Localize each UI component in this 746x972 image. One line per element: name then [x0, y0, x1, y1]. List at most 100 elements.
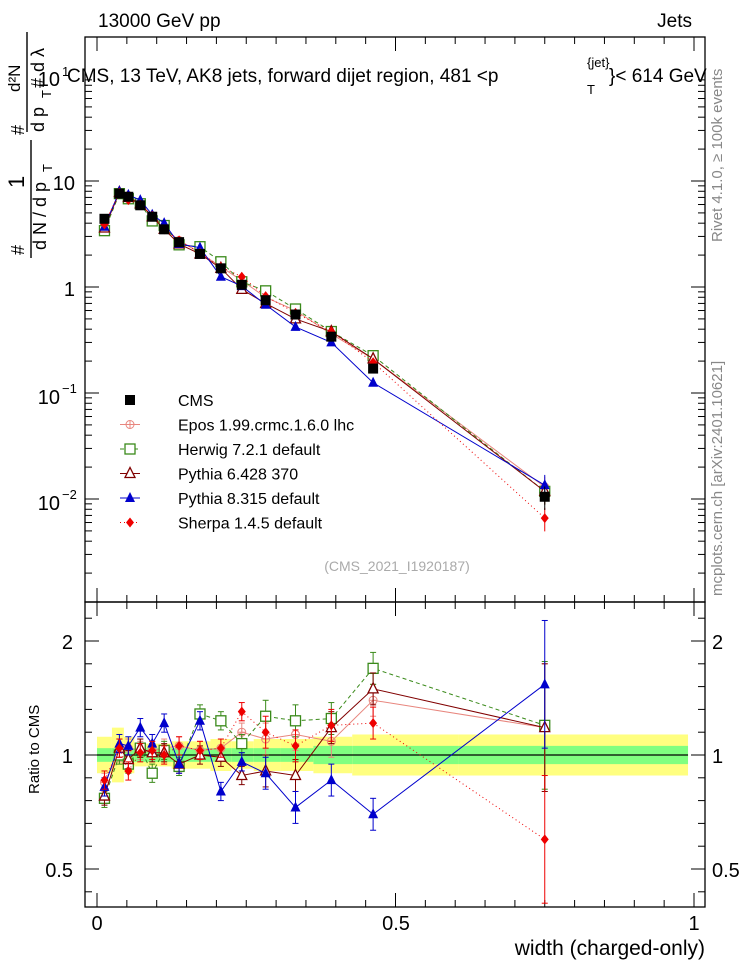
data-point — [539, 491, 550, 502]
ratio-point — [367, 681, 380, 694]
title-sub: T — [587, 82, 595, 97]
ratio-point — [174, 758, 185, 769]
x-axis-label: width (charged-only) — [514, 937, 705, 960]
data-point — [215, 270, 226, 281]
ratio-point — [237, 706, 246, 717]
svg-text:−2: −2 — [62, 487, 77, 502]
legend-label: CMS — [178, 393, 214, 410]
ratio-point — [291, 740, 300, 751]
ratio-line — [104, 710, 546, 840]
legend-label: Epos 1.99.crmc.1.6.0 lhc — [178, 418, 354, 435]
ratio-tick-label-1: 1 — [62, 746, 73, 768]
ratio-point — [540, 834, 549, 845]
data-point — [215, 263, 226, 274]
series-line — [104, 191, 546, 492]
data-point — [159, 224, 170, 235]
data-point — [147, 211, 158, 222]
header-right: Jets — [657, 11, 692, 32]
analysis-watermark: (CMS_2021_I1920187) — [324, 558, 470, 574]
ratio-point — [539, 678, 550, 689]
svg-text:T: T — [40, 164, 55, 172]
legend-label: Pythia 8.315 default — [178, 491, 320, 508]
x-tick-labels: 0 0.5 1 — [91, 913, 699, 935]
ratio-point — [216, 743, 225, 754]
svg-text:d λ: d λ — [28, 48, 48, 72]
ratio-tick-label-2-right: 2 — [712, 632, 723, 654]
ratio-y-tick-labels: 2 1 0.5 2 1 0.5 — [45, 632, 740, 882]
ratio-point — [290, 801, 301, 812]
svg-text:1: 1 — [64, 279, 75, 301]
ratio-point — [135, 721, 146, 732]
x-tick-label-0-5: 0.5 — [382, 913, 410, 935]
legend-marker — [125, 395, 135, 405]
ratio-point — [195, 745, 204, 756]
legend-entry-cms: CMS — [125, 393, 214, 410]
data-point — [368, 376, 379, 387]
svg-text:10: 10 — [38, 387, 60, 409]
ratio-tick-label-1-right: 1 — [712, 746, 723, 768]
legend-label: Sherpa 1.4.5 default — [178, 516, 323, 533]
svg-text:1: 1 — [62, 64, 69, 79]
svg-text:#: # — [8, 125, 28, 135]
x-tick-label-1: 1 — [688, 913, 699, 935]
chart-title: CMS, 13 TeV, AK8 jets, forward dijet reg… — [67, 55, 707, 97]
ratio-tick-label-0-5-right: 0.5 — [712, 860, 740, 882]
series-line — [104, 191, 546, 519]
data-point — [135, 200, 146, 211]
ratio-point — [175, 740, 184, 751]
ratio-point — [115, 743, 124, 754]
title-main: CMS, 13 TeV, AK8 jets, forward dijet reg… — [67, 66, 498, 87]
ratio-point — [289, 715, 302, 727]
data-point — [368, 363, 379, 374]
ratio-point — [160, 750, 169, 760]
data-point — [290, 309, 301, 320]
legend-entry-pythia-8-315-default: Pythia 8.315 default — [120, 491, 320, 508]
ratio-point — [327, 720, 336, 731]
svg-text:d N / d p: d N / d p — [30, 182, 50, 250]
ratio-point — [136, 747, 145, 758]
legend-entry-pythia-6-428-370: Pythia 6.428 370 — [120, 466, 298, 484]
ratio-point — [236, 755, 247, 766]
ratio-tick-label-2: 2 — [62, 632, 73, 654]
ratio-pythia-8-315-default — [99, 619, 550, 831]
series-herwig-7-2-1-default — [98, 187, 551, 505]
ratio-point — [235, 768, 248, 781]
legend: CMS Epos 1.99.crmc.1.6.0 lhc Herwig 7.2.1 … — [120, 393, 354, 533]
legend-entry-herwig-7-2-1-default: Herwig 7.2.1 default — [120, 442, 321, 459]
data-point — [236, 279, 247, 290]
ratio-point — [215, 785, 226, 796]
legend-entry-epos-1-99-crmc-1-6-0-lhc: Epos 1.99.crmc.1.6.0 lhc — [120, 418, 354, 435]
main-y-label: # 1 d N / d p T # d²N d p T # d λ — [4, 32, 55, 258]
x-tick-label-0: 0 — [91, 913, 102, 935]
data-point — [540, 513, 549, 524]
legend-marker — [124, 443, 136, 455]
ratio-tick-label-0-5: 0.5 — [45, 860, 73, 882]
ratio-point — [261, 727, 270, 738]
data-point — [114, 188, 125, 199]
legend-marker — [126, 517, 134, 528]
main-axis-ticks — [85, 37, 705, 602]
svg-text:10: 10 — [38, 493, 60, 515]
svg-text:10: 10 — [53, 173, 75, 195]
data-point — [174, 237, 185, 248]
svg-text:#: # — [28, 78, 48, 88]
ratio-point — [148, 745, 157, 756]
series-line — [103, 192, 546, 492]
ratio-point — [100, 775, 109, 786]
title-end: }< 614 GeV — [609, 66, 707, 87]
mcplots-label: mcplots.cern.ch [arXiv:2401.10621] — [709, 361, 726, 596]
data-point — [194, 248, 205, 259]
svg-text:1: 1 — [4, 176, 29, 188]
data-point — [123, 191, 134, 202]
data-point — [260, 295, 271, 306]
ratio-point — [260, 767, 271, 778]
header-left: 13000 GeV pp — [98, 11, 221, 32]
ratio-line — [103, 667, 545, 799]
series-cms — [99, 188, 550, 510]
main-y-tick-labels: 10 1 10 1 10 −1 10 −2 — [38, 64, 77, 515]
series-epos-1-99-crmc-1-6-0-lhc — [99, 188, 550, 501]
legend-label: Herwig 7.2.1 default — [178, 442, 321, 459]
ratio-point — [124, 765, 133, 776]
data-point — [237, 271, 246, 282]
